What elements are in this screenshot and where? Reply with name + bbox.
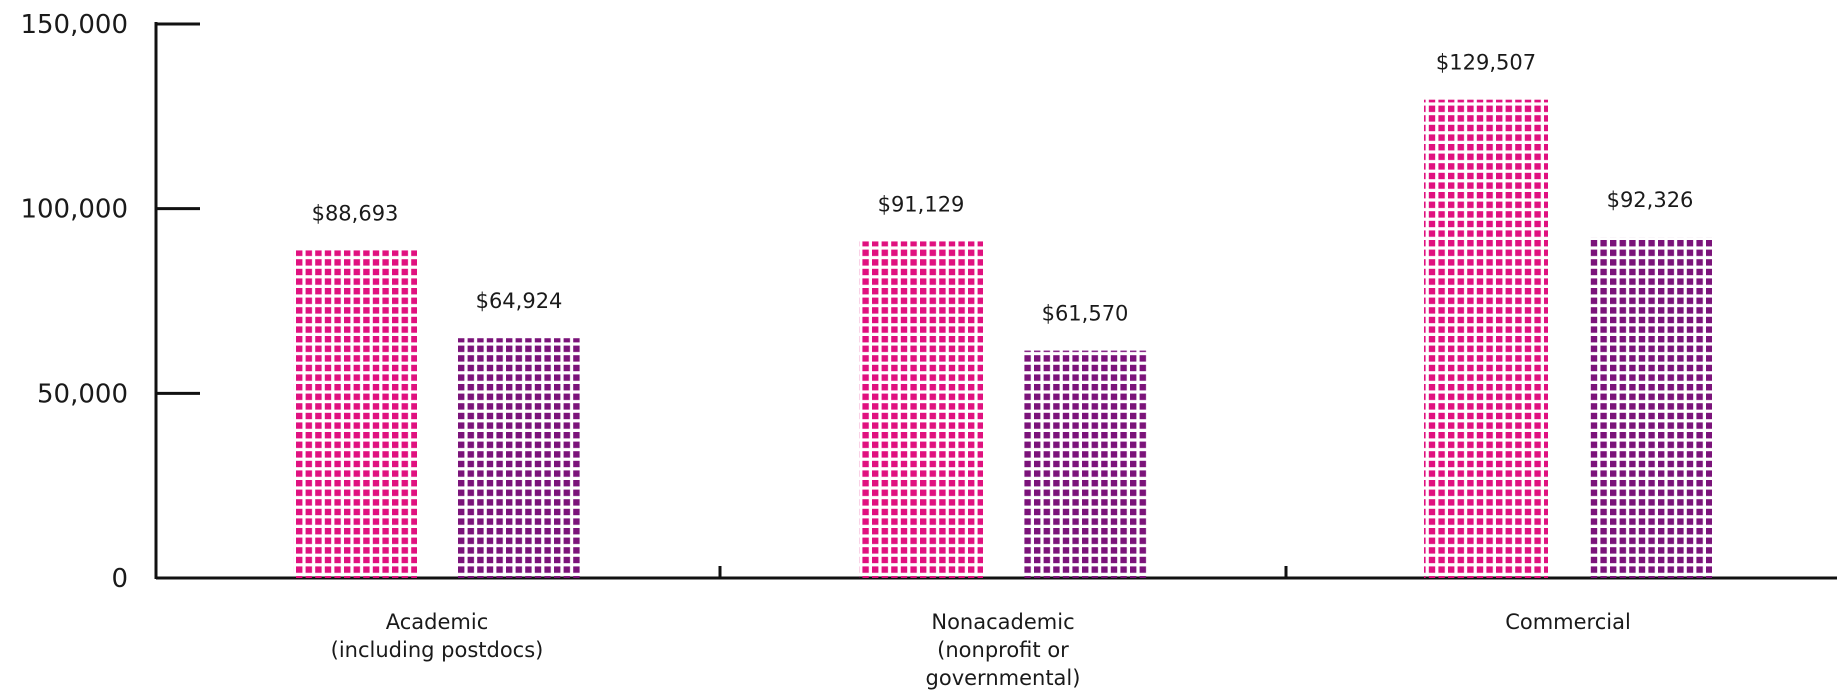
y-tick-label: 0 — [111, 564, 128, 594]
x-category-label: (nonprofit or — [937, 638, 1069, 662]
data-label: $91,129 — [878, 192, 965, 216]
y-tick-label: 50,000 — [37, 379, 128, 409]
labels: 0 50,000 100,000 150,000 $88,693 $91,129 $129,… — [20, 10, 1693, 690]
bar-series-0-cat-2 — [1424, 99, 1548, 579]
data-label: $129,507 — [1436, 51, 1536, 75]
x-category-label: Commercial — [1505, 610, 1631, 634]
data-label: $88,693 — [312, 201, 399, 225]
bar-series-0-cat-1 — [859, 241, 983, 578]
bar-series-1-cat-0 — [457, 338, 581, 578]
y-tick-label: 150,000 — [20, 10, 128, 40]
bar-series-1-cat-2 — [1588, 237, 1712, 578]
data-label: $64,924 — [476, 289, 563, 313]
data-label: $92,326 — [1607, 188, 1694, 212]
bars — [293, 99, 1712, 579]
x-category-label: Nonacademic — [931, 610, 1074, 634]
x-category-label: Academic — [386, 610, 489, 634]
data-label: $61,570 — [1042, 302, 1129, 326]
x-category-label: (including postdocs) — [331, 638, 544, 662]
bar-series-1-cat-1 — [1023, 350, 1147, 578]
x-category-label: governmental) — [926, 666, 1081, 690]
axes — [154, 22, 1837, 580]
bar-series-0-cat-0 — [293, 250, 417, 578]
y-tick-label: 100,000 — [20, 195, 128, 225]
